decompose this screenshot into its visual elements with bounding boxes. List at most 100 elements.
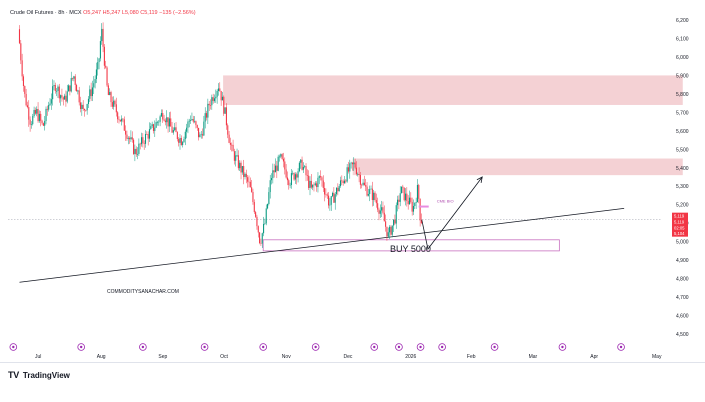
candle-body: [111, 102, 113, 107]
candle-body: [18, 29, 21, 44]
candle-body: [208, 103, 210, 106]
candle-body: [66, 91, 68, 102]
candle-body: [298, 162, 300, 172]
candle-body: [365, 185, 367, 187]
candle-body: [220, 90, 222, 101]
candle-body: [95, 69, 97, 80]
candle-body: [60, 95, 62, 99]
candle-body: [353, 162, 355, 165]
event-marker-dot-icon: [373, 345, 376, 349]
y-tick-label: 4,900: [676, 258, 689, 264]
candle-body: [232, 144, 234, 152]
candle-body: [260, 243, 262, 244]
candle-body: [90, 89, 92, 97]
candle-body: [343, 180, 346, 184]
x-tick-label: Sep: [158, 354, 167, 360]
candle-body: [313, 184, 315, 186]
candle-body: [32, 115, 34, 125]
candle-body: [131, 137, 133, 140]
buy-annotation: BUY 5000: [390, 244, 431, 254]
x-tick-label: Jul: [35, 354, 41, 360]
candle-body: [366, 186, 368, 196]
y-tick-label: 4,700: [676, 295, 689, 301]
candle-body: [109, 92, 111, 96]
candle-body: [107, 85, 109, 96]
x-tick-label: May: [652, 354, 662, 360]
candle-body: [349, 163, 351, 172]
candle-body: [284, 161, 286, 170]
candle-body: [121, 118, 123, 122]
candle-body: [129, 137, 131, 140]
candle-body: [325, 194, 327, 196]
candle-body: [86, 104, 88, 111]
candle-body: [268, 192, 270, 205]
candle-body: [420, 220, 422, 223]
symbol-name[interactable]: Crude Oil Futures · 8h · MCX: [10, 10, 82, 16]
candle-body: [263, 223, 265, 234]
y-tick-label: 4,600: [676, 314, 689, 320]
candle-body: [302, 166, 304, 170]
candle-body: [253, 202, 255, 213]
candle-body: [251, 187, 253, 192]
candle-body: [74, 76, 76, 85]
candle-body: [186, 127, 188, 132]
time-axis[interactable]: Jul Aug Sep Oct Nov Dec 2026 Feb Mar Apr May: [9, 343, 662, 360]
candle-body: [274, 165, 277, 173]
x-tick-label: 2026: [405, 354, 416, 360]
candle-body: [414, 202, 416, 206]
candle-body: [359, 175, 361, 185]
candle-body: [62, 97, 64, 100]
candle-body: [358, 173, 360, 176]
candle-body: [57, 86, 59, 91]
candle-body: [133, 139, 135, 154]
symbol-legend: Crude Oil Futures · 8h · MCX O5,247 H5,2…: [10, 10, 196, 16]
price-axis[interactable]: 6,200 6,100 6,000 5,900 5,800 5,700 5,600 5,500…: [676, 18, 689, 338]
candle-body: [207, 103, 209, 118]
candle-body: [406, 193, 408, 202]
candle-body: [179, 137, 181, 143]
candle-body: [118, 119, 120, 120]
candle-body: [106, 67, 108, 86]
price-label-text: 5,119: [674, 219, 685, 224]
event-marker-dot-icon: [203, 345, 206, 349]
candle-body: [172, 130, 174, 133]
candle-body: [350, 162, 352, 164]
candle-body: [77, 90, 79, 92]
candle-body: [290, 173, 292, 185]
event-marker-dot-icon: [141, 345, 145, 349]
candle-body: [79, 102, 82, 109]
candle-body: [22, 76, 25, 86]
candle-body: [64, 95, 66, 100]
candle-body: [114, 100, 116, 105]
candle-body: [228, 134, 230, 143]
candle-body: [281, 154, 283, 159]
candle-body: [269, 180, 271, 193]
zones-layer: [8, 75, 683, 252]
candle-body: [241, 166, 243, 173]
y-tick-label: 4,800: [676, 277, 689, 283]
candle-body: [78, 90, 80, 103]
candle-body: [148, 129, 151, 139]
candle-body: [407, 201, 409, 205]
candle-body: [170, 118, 172, 127]
candle-body: [113, 100, 115, 107]
y-tick-label: 6,200: [676, 18, 689, 24]
candle-body: [257, 226, 259, 233]
candle-body: [320, 176, 322, 178]
footer-brand[interactable]: TV TradingView: [8, 370, 70, 380]
candle-body: [273, 170, 275, 173]
candle-body: [386, 226, 388, 237]
candle-body: [163, 119, 165, 121]
event-marker-dot-icon: [397, 345, 401, 349]
candle-body: [29, 119, 31, 125]
legend-low: L5,080: [121, 10, 139, 16]
candle-body: [224, 107, 226, 114]
candle-body: [286, 177, 289, 181]
candle-body: [351, 162, 354, 165]
candle-body: [243, 166, 245, 177]
candle-body: [93, 83, 95, 88]
y-tick-label: 5,700: [676, 110, 689, 116]
candle-body: [362, 182, 364, 185]
candle-body: [56, 90, 58, 92]
